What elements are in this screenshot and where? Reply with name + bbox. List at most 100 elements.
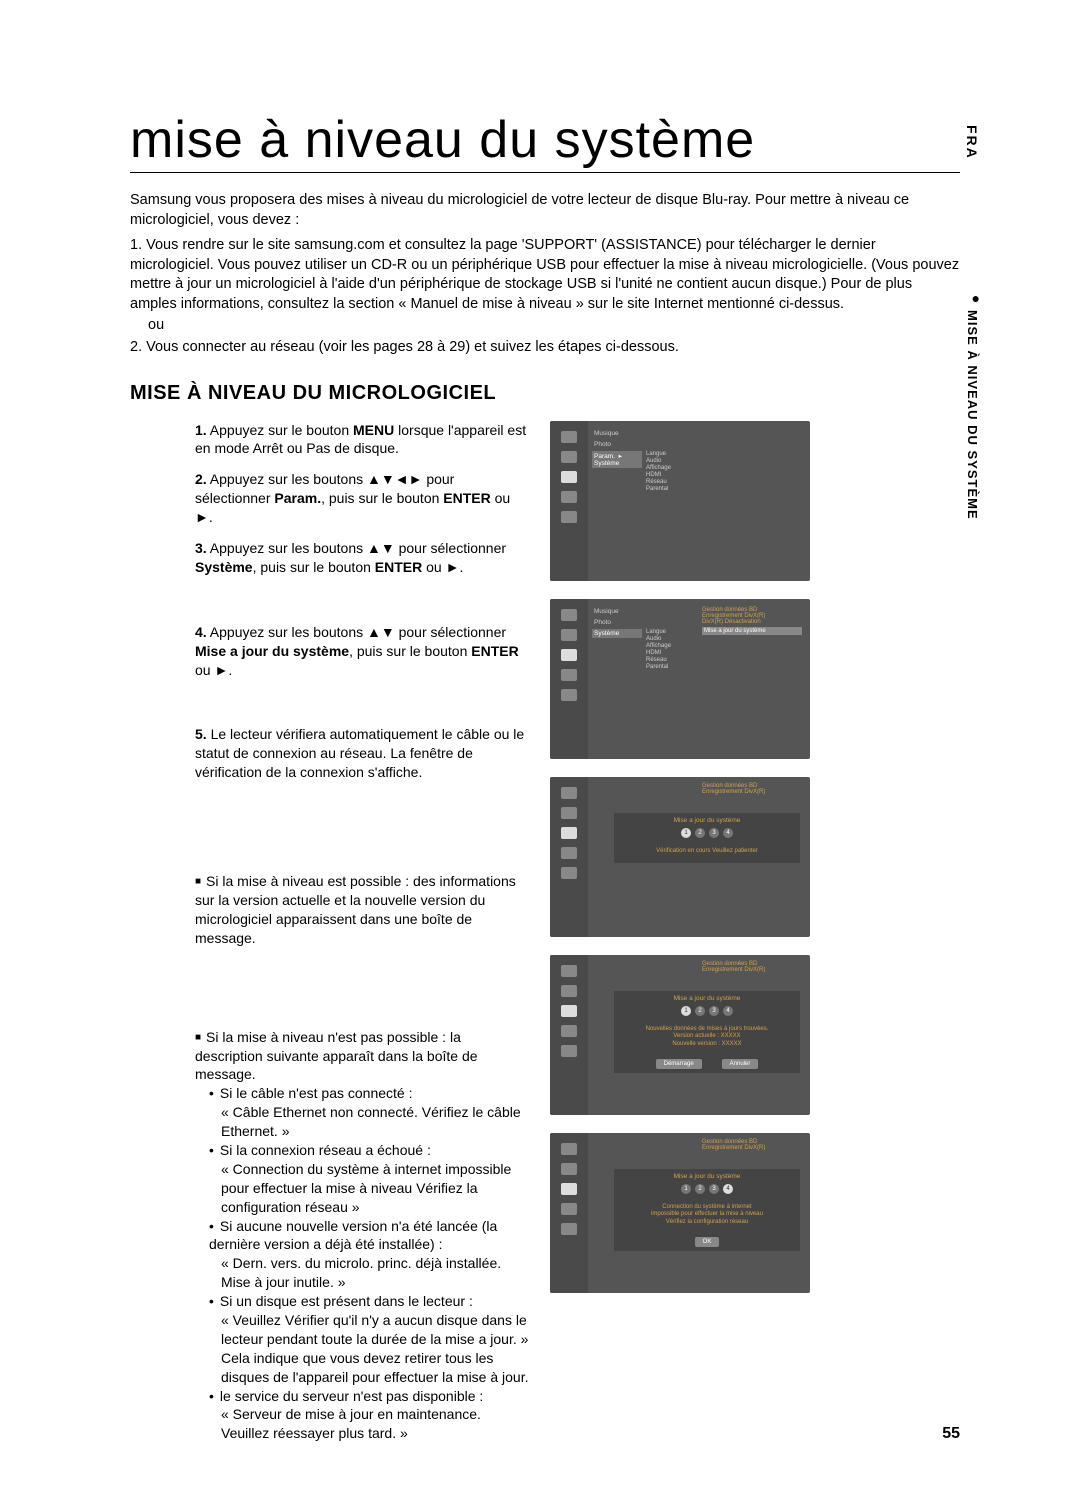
submenu-systeme: Système bbox=[594, 460, 619, 467]
settings-icon bbox=[561, 649, 577, 661]
step-1-num: 1. bbox=[195, 422, 207, 438]
submenu-hdmi: HDMI bbox=[646, 472, 706, 478]
menu-photo: Photo bbox=[592, 440, 642, 449]
photo-icon bbox=[561, 985, 577, 997]
submenu-audio: Audio bbox=[646, 458, 706, 464]
msg-err-1: Connection du système à internet bbox=[624, 1204, 790, 1212]
settings-icon bbox=[561, 827, 577, 839]
gear-icon bbox=[561, 1203, 577, 1215]
step-2-b1: Param. bbox=[274, 490, 321, 506]
shot2-menu: Musique Photo Système bbox=[592, 607, 642, 638]
step-4-t1: Appuyez sur les boutons ▲▼ pour sélectio… bbox=[207, 624, 506, 640]
gear-icon bbox=[561, 669, 577, 681]
step-4: 4. Appuyez sur les boutons ▲▼ pour sélec… bbox=[195, 623, 530, 680]
shot5-popup: Mise a jour du système 1 2 3 4 Connectio… bbox=[614, 1169, 800, 1251]
intro-item-2: 2. Vous connecter au réseau (voir les pa… bbox=[130, 338, 960, 358]
step-3-b1: Système bbox=[195, 559, 253, 575]
step-5: 5. Le lecteur vérifiera automatiquement … bbox=[195, 725, 530, 782]
submenu-affichage: Affichage bbox=[646, 465, 706, 471]
disc-icon bbox=[561, 689, 577, 701]
sub-b2-3b: « Dern. vers. du microlo. princ. déjà in… bbox=[195, 1254, 530, 1292]
sub-b2-5a: le service du serveur n'est pas disponib… bbox=[195, 1387, 530, 1406]
popup-buttons: Démarrage Annuler bbox=[618, 1059, 796, 1069]
popup-steps: 1 2 3 4 bbox=[618, 1184, 796, 1194]
msg-found-2: Version actuelle : XXXXX bbox=[624, 1033, 790, 1041]
music-icon bbox=[561, 787, 577, 799]
menu-music: Musique bbox=[592, 429, 642, 438]
menu-music: Musique bbox=[592, 607, 642, 616]
msg-found-3: Nouvelle version : XXXXX bbox=[624, 1041, 790, 1049]
rm-divx-deact: DivX(R) Désactivation bbox=[702, 619, 802, 625]
shot2-submenu: Langue Audio Affichage HDMI Réseau Paren… bbox=[646, 629, 706, 670]
submenu-parental: Parental bbox=[646, 664, 706, 670]
menu-param: Param. bbox=[594, 453, 615, 460]
step-dot-1: 1 bbox=[681, 1184, 691, 1194]
popup-title: Mise a jour du système bbox=[618, 995, 796, 1002]
sub-b2-4a: Si un disque est présent dans le lecteur… bbox=[195, 1292, 530, 1311]
section-heading: MISE À NIVEAU DU MICROLOGICIEL bbox=[130, 382, 960, 405]
rm-divx-reg: Enregistrement DivX(R) bbox=[702, 967, 802, 973]
submenu-hdmi: HDMI bbox=[646, 650, 706, 656]
music-icon bbox=[561, 431, 577, 443]
shot4-popup: Mise a jour du système 1 2 3 4 Nouvelles… bbox=[614, 991, 800, 1073]
shot1-sidebar bbox=[550, 421, 588, 581]
step-4-t2: , puis sur le bouton bbox=[349, 643, 471, 659]
submenu-parental: Parental bbox=[646, 486, 706, 492]
step-4-num: 4. bbox=[195, 624, 207, 640]
popup-title: Mise a jour du système bbox=[618, 817, 796, 824]
shot4-right-menu: Gestion données BD Enregistrement DivX(R… bbox=[702, 961, 802, 973]
photo-icon bbox=[561, 807, 577, 819]
submenu-langue: Langue bbox=[646, 451, 706, 457]
shot3-sidebar bbox=[550, 777, 588, 937]
sub-b2-1b: « Câble Ethernet non connecté. Vérifiez … bbox=[195, 1103, 530, 1141]
sub-b2-3a: Si aucune nouvelle version n'a été lancé… bbox=[195, 1217, 530, 1255]
gear-icon bbox=[561, 847, 577, 859]
step-1-t1: Appuyez sur le bouton bbox=[207, 422, 353, 438]
step-1-bold: MENU bbox=[353, 422, 394, 438]
disc-icon bbox=[561, 1223, 577, 1235]
menu-photo: Photo bbox=[592, 618, 642, 627]
disc-icon bbox=[561, 511, 577, 523]
btn-cancel: Annuler bbox=[722, 1059, 759, 1069]
submenu-audio: Audio bbox=[646, 636, 706, 642]
sub-b2-2b: « Connection du système à internet impos… bbox=[195, 1160, 530, 1217]
submenu-langue: Langue bbox=[646, 629, 706, 635]
step-2-t2: , puis sur le bouton bbox=[321, 490, 443, 506]
side-bullet: ● bbox=[972, 290, 980, 306]
screenshot-3: Gestion données BD Enregistrement DivX(R… bbox=[550, 777, 810, 937]
step-3-b2: ENTER bbox=[375, 559, 422, 575]
intro-item-1: 1. Vous rendre sur le site samsung.com e… bbox=[130, 236, 960, 314]
step-dot-2: 2 bbox=[695, 828, 705, 838]
msg-err-3: Vérifiez la configuration réseau bbox=[624, 1219, 790, 1227]
step-dot-3: 3 bbox=[709, 1184, 719, 1194]
music-icon bbox=[561, 609, 577, 621]
photo-icon bbox=[561, 1163, 577, 1175]
step-4-t3: ou ►. bbox=[195, 662, 232, 678]
rm-divx-reg: Enregistrement DivX(R) bbox=[702, 789, 802, 795]
music-icon bbox=[561, 1143, 577, 1155]
step-2: 2. Appuyez sur les boutons ▲▼◄► pour sél… bbox=[195, 470, 530, 527]
step-dot-4: 4 bbox=[723, 828, 733, 838]
page-number: 55 bbox=[942, 1425, 960, 1443]
screenshot-5: Gestion données BD Enregistrement DivX(R… bbox=[550, 1133, 810, 1293]
step-dot-4: 4 bbox=[723, 1006, 733, 1016]
shot4-sidebar bbox=[550, 955, 588, 1115]
bullet-upgrade-not-possible: Si la mise à niveau n'est pas possible :… bbox=[195, 1028, 530, 1444]
step-3-num: 3. bbox=[195, 540, 207, 556]
settings-icon bbox=[561, 1183, 577, 1195]
sub-b2-5b: « Serveur de mise à jour en maintenance.… bbox=[195, 1405, 530, 1443]
screenshot-2: Musique Photo Système Langue Audio Affic… bbox=[550, 599, 810, 759]
rm-update: Mise a jour du système bbox=[702, 627, 802, 635]
intro-or: ou bbox=[130, 316, 960, 336]
step-1: 1. Appuyez sur le bouton MENU lorsque l'… bbox=[195, 421, 530, 459]
screenshots-column: Musique Photo Param. ▸ Système Langue Au… bbox=[550, 421, 810, 1444]
disc-icon bbox=[561, 1045, 577, 1057]
step-5-num: 5. bbox=[195, 726, 207, 742]
submenu-systeme-hl: Système bbox=[592, 629, 642, 638]
step-dot-1: 1 bbox=[681, 828, 691, 838]
intro-text: Samsung vous proposera des mises à nivea… bbox=[130, 191, 960, 230]
gear-icon bbox=[561, 491, 577, 503]
step-dot-3: 3 bbox=[709, 1006, 719, 1016]
shot3-right-menu: Gestion données BD Enregistrement DivX(R… bbox=[702, 783, 802, 795]
step-dot-4: 4 bbox=[723, 1184, 733, 1194]
